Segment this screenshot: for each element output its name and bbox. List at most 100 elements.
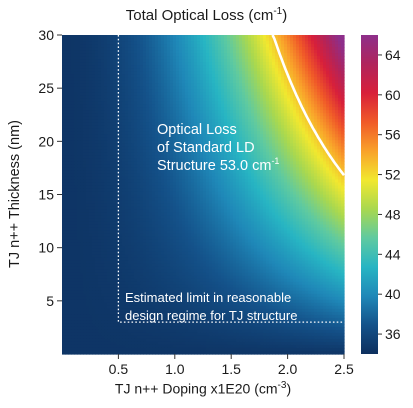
heatmap-cell [326,185,330,190]
heatmap-cell [92,125,96,129]
heatmap-cell [278,83,282,87]
heatmap-cell [176,104,180,108]
heatmap-cell [77,161,81,166]
heatmap-cell [155,131,159,135]
heatmap-cell [182,146,186,150]
heatmap-cell [305,62,309,66]
heatmap-cell [263,107,267,111]
heatmap-cell [317,98,321,102]
heatmap-cell [338,170,342,175]
heatmap-cell [110,44,114,48]
heatmap-cell [194,119,198,123]
heatmap-cell [182,149,186,153]
heatmap-cell [320,179,324,184]
heatmap-cell [305,110,309,114]
heatmap-cell [125,185,129,190]
heatmap-cell [209,152,213,156]
heatmap-cell [194,65,198,69]
heatmap-cell [233,119,237,123]
heatmap-cell [302,179,306,184]
heatmap-cell [215,188,219,193]
heatmap-cell [305,35,309,39]
heatmap-cell [74,95,78,99]
heatmap-cell [338,122,342,126]
heatmap-cell [188,155,192,159]
heatmap-cell [80,92,84,96]
heatmap-cell [296,47,300,51]
heatmap-cell [254,35,258,39]
heatmap-cell [128,80,132,84]
heatmap-cell [80,152,84,156]
heatmap-cell [62,35,66,39]
heatmap-cell [146,143,150,147]
heatmap-cell [161,185,165,190]
heatmap-cell [230,176,234,181]
heatmap-cell [332,110,336,114]
heatmap-cell [308,89,312,93]
heatmap-cell [260,104,264,108]
heatmap-cell [164,137,168,141]
heatmap-cell [173,68,177,72]
heatmap-cell [299,35,303,39]
heatmap-cell [122,80,126,84]
heatmap-cell [107,62,111,66]
heatmap-cell [281,65,285,69]
heatmap-cell [194,71,198,75]
heatmap-cell [227,188,231,193]
heatmap-cell [287,53,291,57]
heatmap-cell [236,143,240,147]
heatmap-cell [296,170,300,175]
heatmap-cell [341,56,345,60]
heatmap-cell [236,44,240,48]
heatmap-cell [338,137,342,141]
heatmap-cell [113,77,117,81]
heatmap-cell [302,74,306,78]
heatmap-cell [152,77,156,81]
heatmap-cell [152,53,156,57]
heatmap-cell [80,185,84,190]
heatmap-cell [212,140,216,144]
heatmap-cell [182,182,186,187]
heatmap-cell [179,152,183,156]
heatmap-cell [101,95,105,99]
heatmap-cell [110,77,114,81]
heatmap-cell [68,74,72,78]
heatmap-cell [314,134,318,138]
heatmap-cell [62,113,66,117]
heatmap-cell [239,173,243,178]
heatmap-cells [62,35,345,355]
heatmap-cell [209,92,213,96]
heatmap-cell [314,68,318,72]
heatmap-cell [179,95,183,99]
heatmap-cell [68,62,72,66]
heatmap-cell [182,98,186,102]
heatmap-cell [176,62,180,66]
heatmap-cell [77,50,81,54]
heatmap-cell [272,92,276,96]
heatmap-cell [251,179,255,184]
heatmap-cell [65,152,69,156]
heatmap-cell [77,179,81,184]
heatmap-cell [83,164,87,169]
heatmap-cell [197,110,201,114]
heatmap-cell [128,50,132,54]
heatmap-cell [293,101,297,105]
heatmap-cell [101,77,105,81]
heatmap-cell [227,158,231,162]
heatmap-cell [203,89,207,93]
heatmap-cell [320,35,324,39]
heatmap-cell [218,131,222,135]
heatmap-cell [131,77,135,81]
heatmap-cell [194,143,198,147]
heatmap-cell [218,101,222,105]
heatmap-cell [140,158,144,162]
heatmap-cell [152,38,156,42]
heatmap-cell [218,104,222,108]
heatmap-cell [266,68,270,72]
heatmap-cell [95,161,99,166]
heatmap-cell [101,47,105,51]
heatmap-cell [101,110,105,114]
heatmap-cell [119,65,123,69]
heatmap-cell [218,140,222,144]
heatmap-cell [68,155,72,159]
